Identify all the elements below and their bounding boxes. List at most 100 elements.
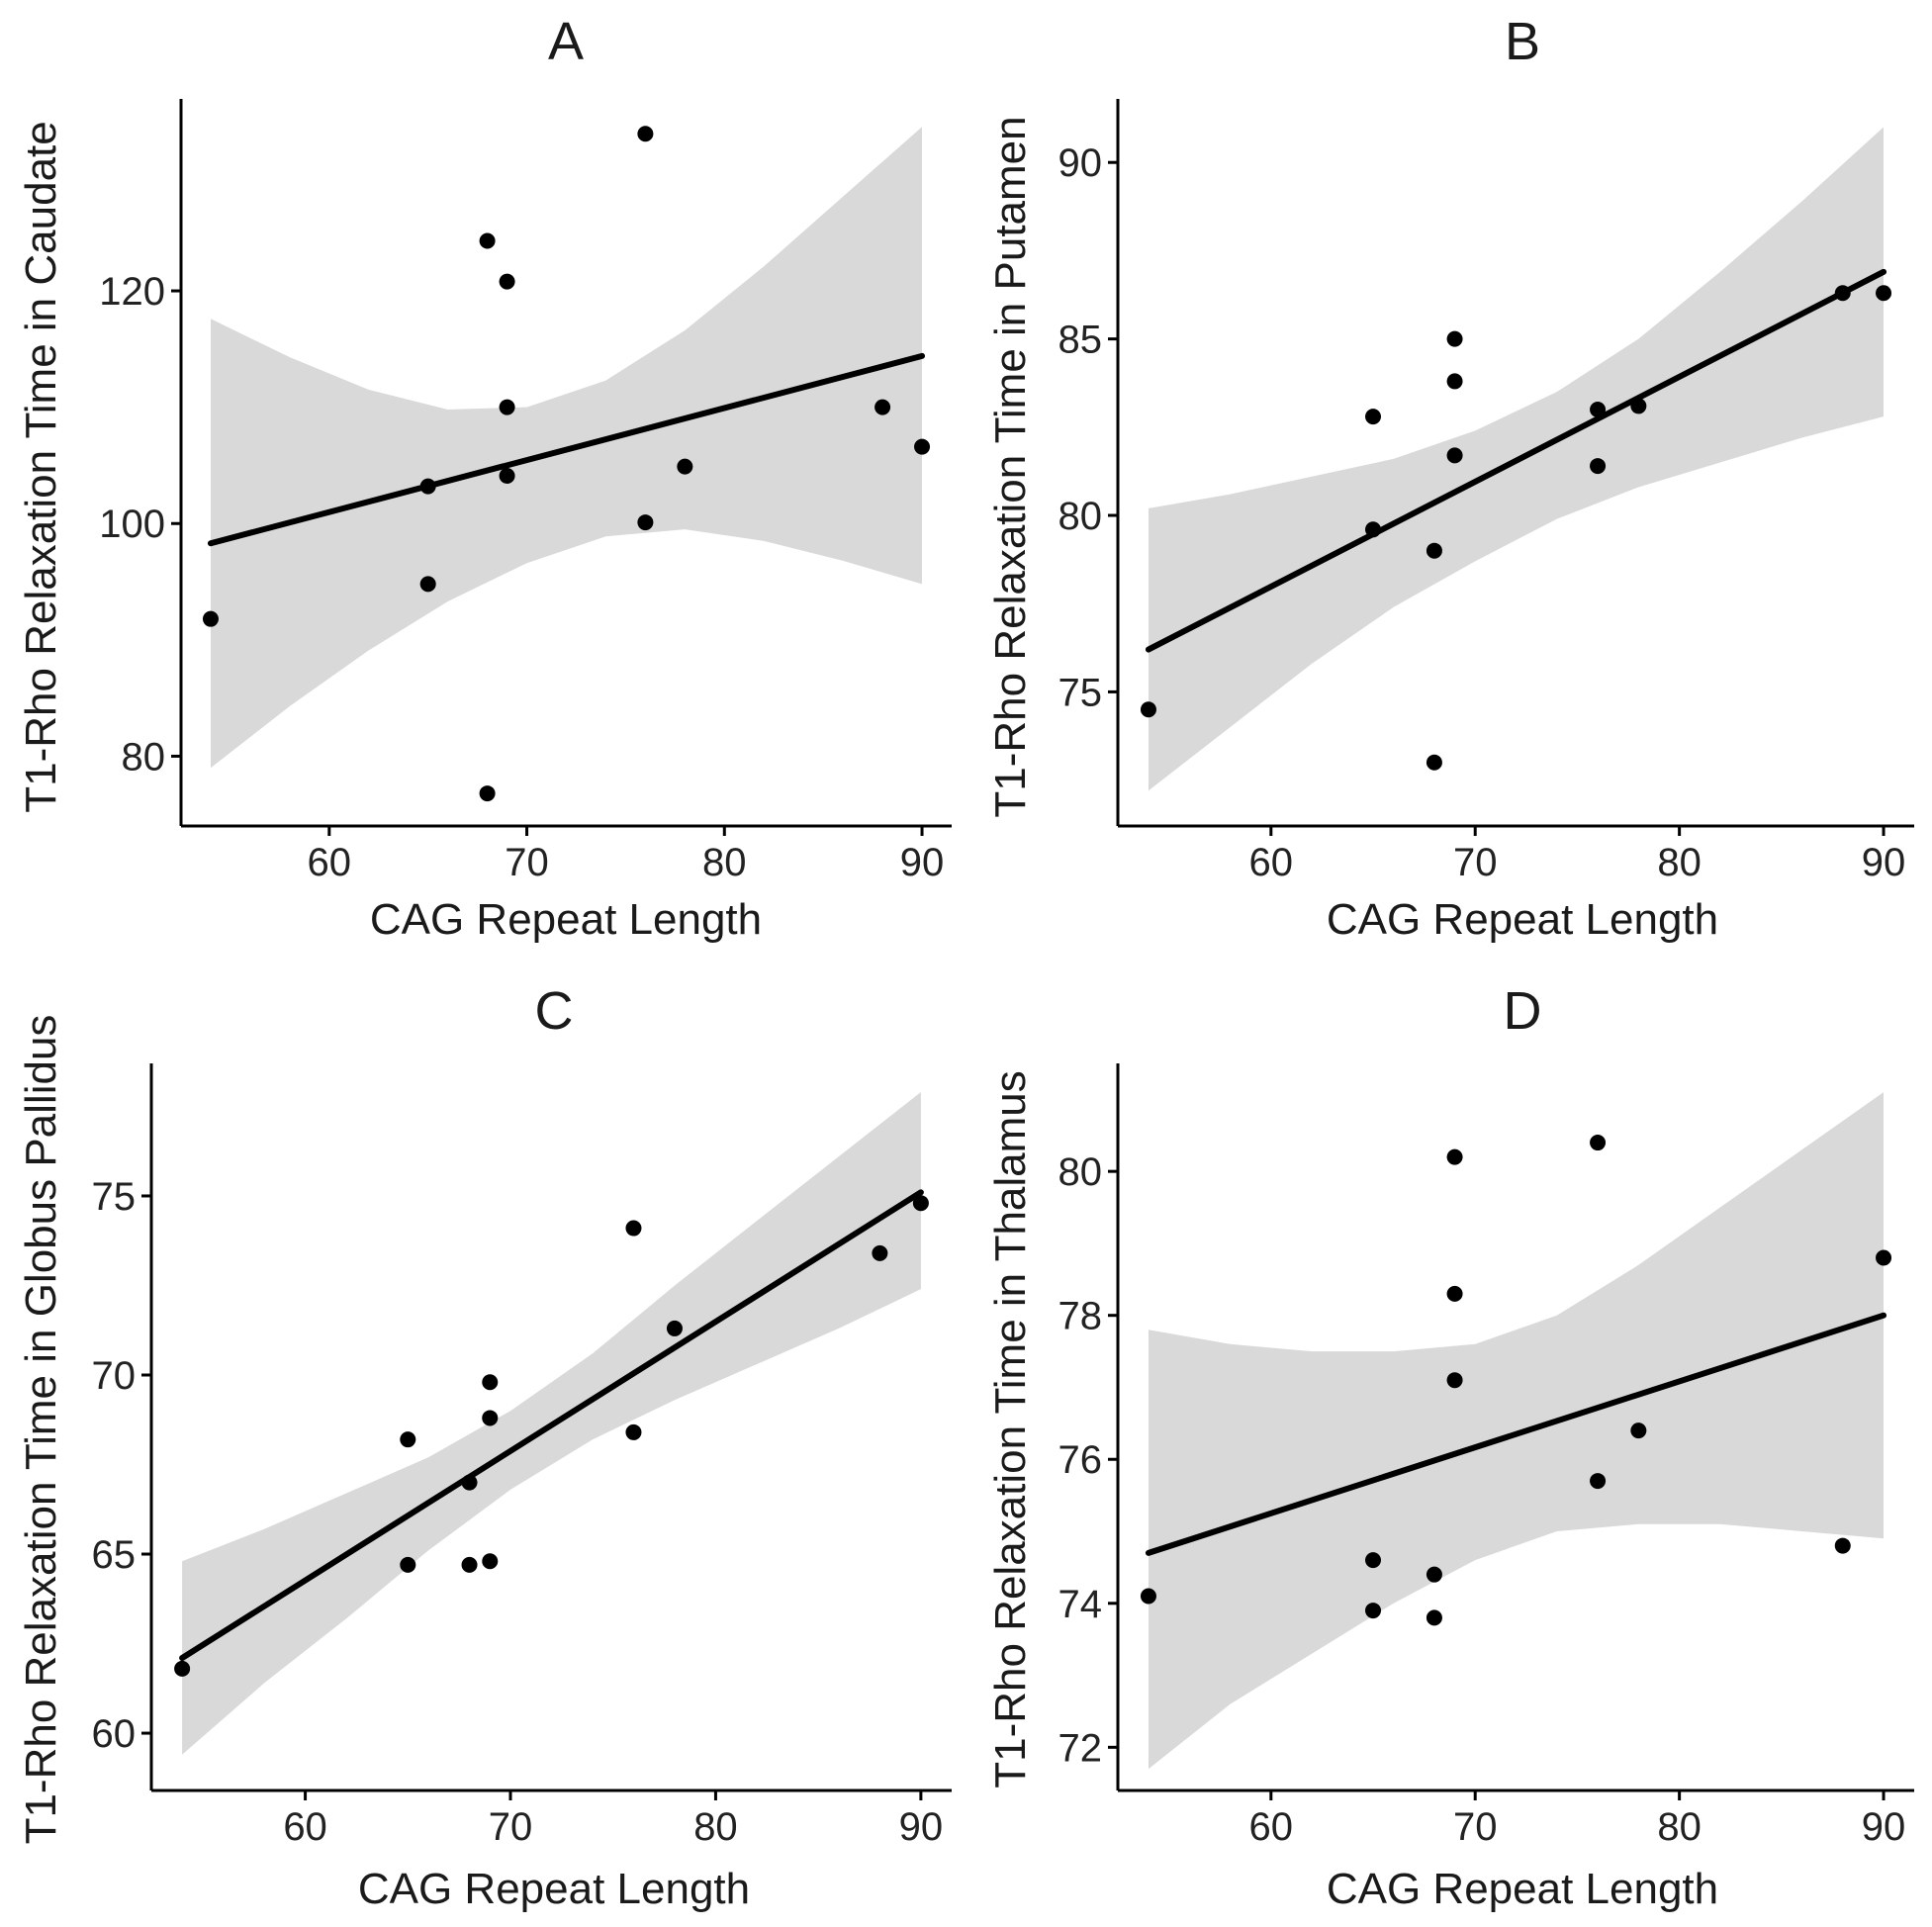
panel-b-x-tick-label-70: 70 <box>1453 841 1498 884</box>
panel-d-confidence-band <box>1149 1092 1884 1770</box>
panel-a-x-tick-label-90: 90 <box>900 841 945 884</box>
panel-d-point-12 <box>1834 1537 1851 1554</box>
panel-c-y-tick-label-65: 65 <box>92 1533 137 1577</box>
panel-b-fit-line <box>1145 268 1887 653</box>
panel-a-point-8 <box>499 468 515 485</box>
panel-c-title: C <box>535 981 574 1041</box>
panel-d-y-tick-label-72: 72 <box>1058 1726 1103 1770</box>
panel-c-plot: 60 70 80 90 60 65 70 75 <box>92 1063 952 1849</box>
panel-a-x-axis-title: CAG Repeat Length <box>370 895 762 944</box>
panel-d-y-tick-label-80: 80 <box>1058 1150 1103 1194</box>
panel-b-plot: 60 70 80 90 75 80 85 90 <box>1058 99 1914 884</box>
panel-a-point-5 <box>479 785 496 802</box>
panel-b-point-4 <box>1426 542 1442 559</box>
panel-d-x-axis-title: CAG Repeat Length <box>1327 1865 1718 1913</box>
panel-a-y-tick-label-80: 80 <box>122 735 166 779</box>
panel-b-y-tick-label-90: 90 <box>1058 141 1103 185</box>
panel-b-title: B <box>1505 12 1540 71</box>
panel-b-y-axis-title: T1-Rho Relaxation Time in Putamen <box>986 116 1035 817</box>
panel-a-point-7 <box>499 399 515 415</box>
panel-c: C CAG Repeat Length T1-Rho Relaxation Ti… <box>17 981 952 1913</box>
panel-d-point-11 <box>1630 1422 1647 1439</box>
panel-d-point-8 <box>1446 1372 1463 1389</box>
panel-c-point-7 <box>482 1410 499 1426</box>
panel-a-point-13 <box>914 438 931 455</box>
panel-d-point-9 <box>1590 1135 1607 1151</box>
panel-c-x-tick-label-70: 70 <box>489 1805 533 1849</box>
panel-a-point-11 <box>677 458 693 475</box>
panel-a-x-tick-label-60: 60 <box>308 841 352 884</box>
panel-a-point-2 <box>419 478 436 495</box>
panel-b-y-tick-label-80: 80 <box>1058 495 1103 538</box>
panel-b-point-10 <box>1590 458 1607 475</box>
panel-b-y-tick-label-85: 85 <box>1058 319 1103 362</box>
panel-d-point-10 <box>1590 1473 1607 1490</box>
panel-b-point-7 <box>1446 373 1463 390</box>
panel-c-point-9 <box>625 1220 642 1237</box>
panel-c-fit-line <box>179 1189 924 1662</box>
panel-a: A CAG Repeat Length T1-Rho Relaxation Ti… <box>17 12 952 944</box>
panel-c-x-tick-label-60: 60 <box>283 1805 327 1849</box>
panel-c-point-1 <box>174 1660 191 1677</box>
panel-d-x-tick-label-60: 60 <box>1249 1805 1294 1849</box>
panel-d-point-6 <box>1446 1148 1463 1165</box>
panel-a-plot: 60 70 80 90 80 100 120 <box>99 99 952 884</box>
panel-c-x-tick-label-90: 90 <box>899 1805 944 1849</box>
panel-b-point-6 <box>1446 330 1463 347</box>
panel-b-point-1 <box>1140 701 1156 718</box>
panel-a-point-6 <box>499 273 515 290</box>
panel-c-point-8 <box>482 1553 499 1570</box>
panel-c-point-6 <box>482 1374 499 1391</box>
panel-d-point-5 <box>1426 1609 1442 1626</box>
panel-a-title: A <box>548 12 584 71</box>
panel-b-y-tick-label-75: 75 <box>1058 671 1103 714</box>
panel-a-point-9 <box>637 126 654 142</box>
panel-c-point-2 <box>400 1431 416 1448</box>
panel-c-point-10 <box>625 1423 642 1440</box>
panel-b: B CAG Repeat Length T1-Rho Relaxation Ti… <box>986 12 1914 944</box>
panel-c-point-13 <box>912 1195 929 1212</box>
panel-b-point-9 <box>1590 401 1607 417</box>
panel-d: D CAG Repeat Length T1-Rho Relaxation Ti… <box>986 981 1914 1913</box>
panel-c-x-axis-title: CAG Repeat Length <box>358 1865 750 1913</box>
panel-c-y-tick-label-70: 70 <box>92 1354 137 1398</box>
panel-b-point-3 <box>1365 521 1382 538</box>
panel-a-x-tick-label-70: 70 <box>505 841 549 884</box>
panel-a-point-12 <box>874 399 891 415</box>
panel-b-point-13 <box>1876 285 1892 302</box>
panel-b-point-12 <box>1834 285 1851 302</box>
panel-c-point-4 <box>461 1474 478 1491</box>
panel-d-x-tick-label-80: 80 <box>1657 1805 1702 1849</box>
panel-c-point-5 <box>461 1556 478 1573</box>
panel-d-point-2 <box>1365 1552 1382 1569</box>
panel-c-point-3 <box>400 1556 416 1573</box>
panel-c-y-tick-label-60: 60 <box>92 1712 137 1756</box>
panel-b-point-5 <box>1426 754 1442 771</box>
panel-d-plot: 60 70 80 90 72 74 76 78 80 <box>1058 1063 1914 1849</box>
panel-c-y-tick-label-75: 75 <box>92 1175 137 1219</box>
panel-b-x-tick-label-60: 60 <box>1249 841 1294 884</box>
panel-a-fit-line <box>207 352 926 547</box>
panel-a-point-10 <box>637 514 654 531</box>
panel-b-point-11 <box>1630 398 1647 414</box>
panel-c-point-11 <box>666 1320 683 1336</box>
panel-a-y-tick-label-120: 120 <box>99 270 165 314</box>
panel-d-x-tick-label-70: 70 <box>1453 1805 1498 1849</box>
panel-a-point-3 <box>419 576 436 593</box>
panel-a-point-4 <box>479 232 496 249</box>
panel-b-point-8 <box>1446 447 1463 464</box>
panel-c-x-tick-label-80: 80 <box>693 1805 738 1849</box>
panel-a-y-axis-title: T1-Rho Relaxation Time in Caudate <box>17 121 65 812</box>
panel-d-x-tick-label-90: 90 <box>1862 1805 1906 1849</box>
panel-d-y-tick-label-74: 74 <box>1058 1583 1103 1626</box>
panel-d-title: D <box>1504 981 1542 1041</box>
panel-d-fit-line <box>1145 1312 1887 1556</box>
panel-b-x-axis-title: CAG Repeat Length <box>1327 895 1718 944</box>
panel-d-point-7 <box>1446 1285 1463 1302</box>
panel-b-x-tick-label-90: 90 <box>1862 841 1906 884</box>
panel-a-x-tick-label-80: 80 <box>702 841 747 884</box>
panel-d-y-axis-title: T1-Rho Relaxation Time in Thalamus <box>986 1070 1035 1789</box>
panel-a-y-tick-label-100: 100 <box>99 503 165 546</box>
panel-b-point-2 <box>1365 409 1382 425</box>
